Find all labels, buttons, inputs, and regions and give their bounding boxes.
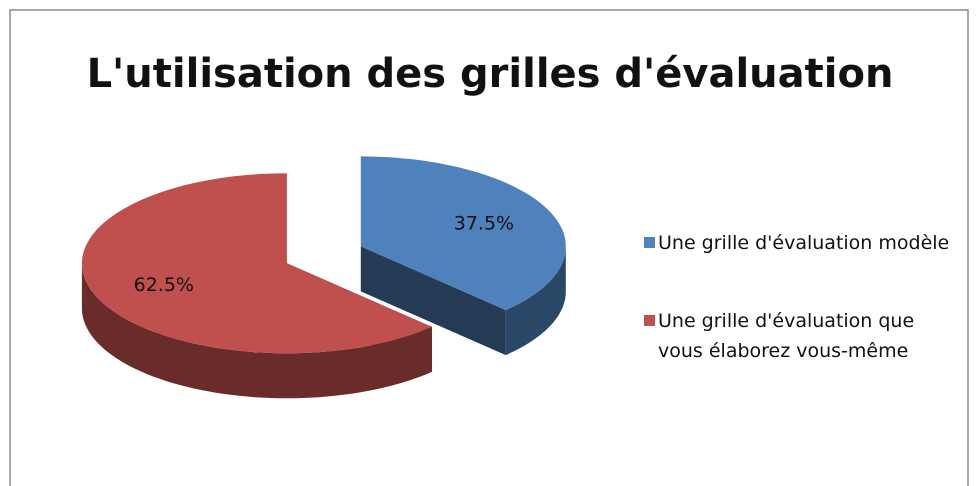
legend-swatch bbox=[644, 237, 655, 248]
pie: 37.5% 62.5% bbox=[81, 156, 566, 399]
legend-item: Une grille d'évaluation que vous élabore… bbox=[644, 306, 958, 366]
data-label: 62.5% bbox=[134, 274, 194, 296]
legend-label: Une grille d'évaluation modèle bbox=[658, 232, 950, 254]
pie-slice bbox=[81, 173, 432, 354]
legend-label: Une grille d'évaluation que vous élabore… bbox=[658, 310, 915, 362]
chart-title: L'utilisation des grilles d'évaluation bbox=[87, 51, 894, 97]
pie-side bbox=[360, 246, 506, 356]
data-label: 37.5% bbox=[454, 213, 514, 235]
pie-side bbox=[81, 263, 432, 399]
pie-slice bbox=[360, 156, 566, 311]
legend-swatch bbox=[644, 315, 655, 326]
legend-item: Une grille d'évaluation modèle bbox=[644, 228, 958, 258]
pie-side bbox=[505, 246, 566, 356]
